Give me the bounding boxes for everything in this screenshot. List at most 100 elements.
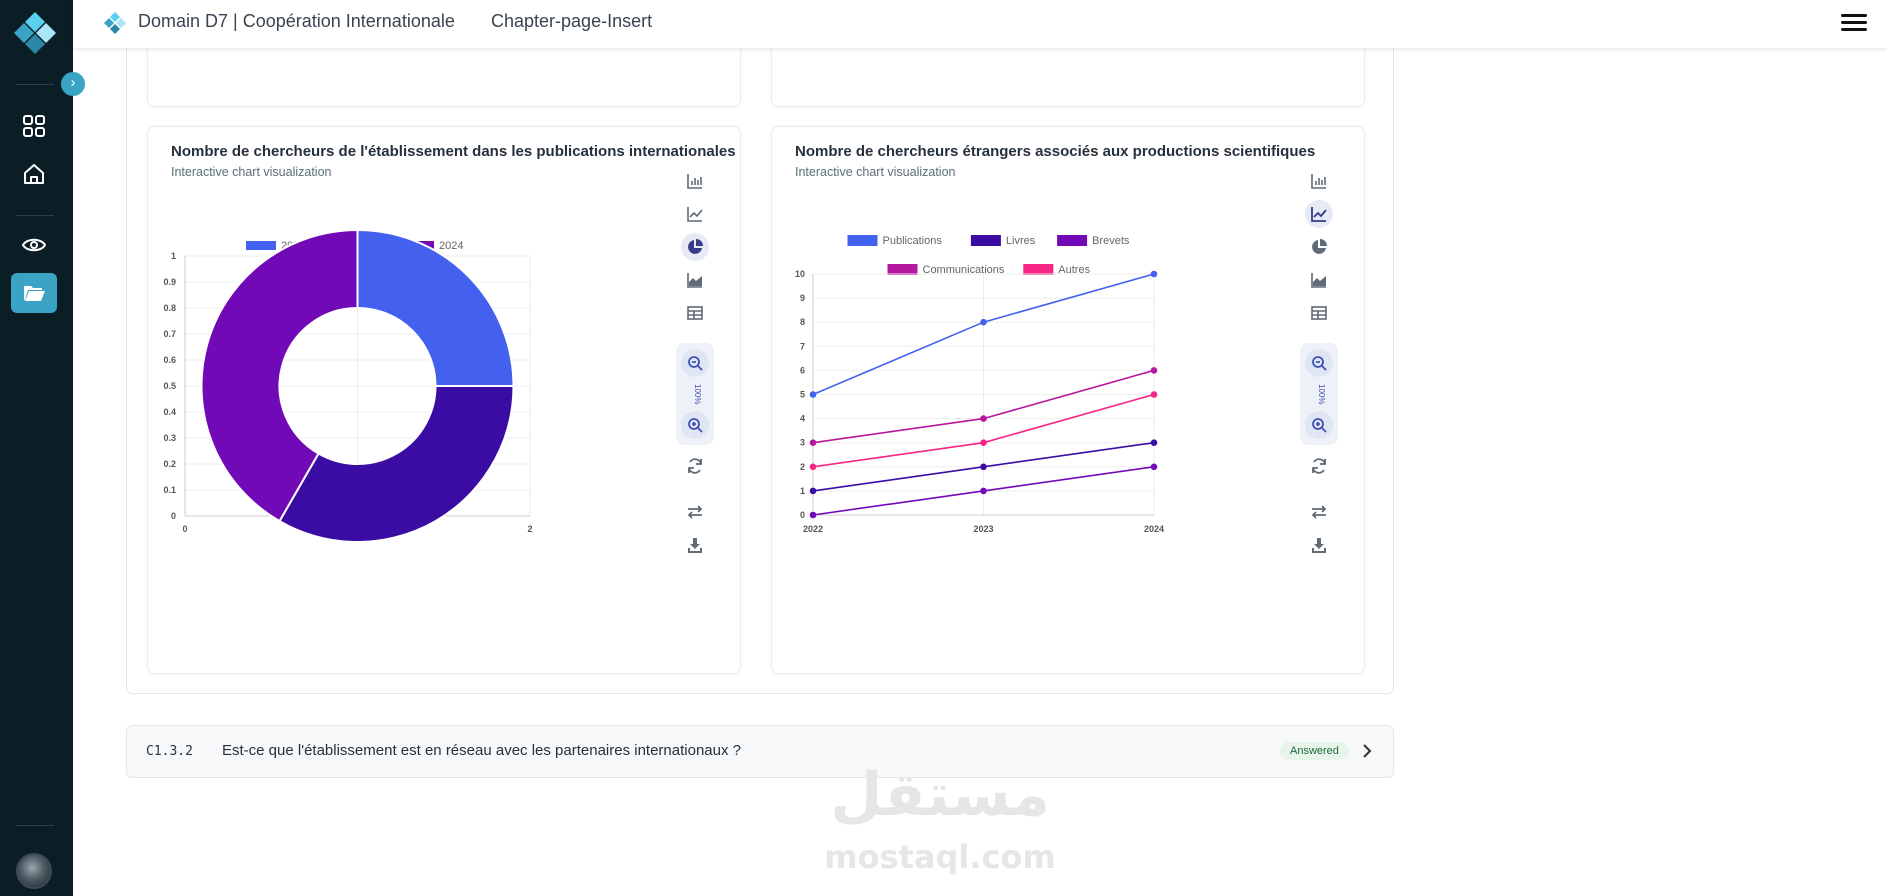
sidebar-item-home[interactable] xyxy=(11,154,57,194)
data-point xyxy=(809,439,817,446)
folder-open-icon xyxy=(24,286,45,301)
x-tick-label: 2024 xyxy=(1144,524,1164,534)
line-chart-button[interactable] xyxy=(681,200,709,228)
legend-swatch xyxy=(847,235,878,246)
watermark-arabic: مستقل xyxy=(830,760,1050,830)
user-avatar[interactable] xyxy=(16,853,52,889)
app-logo-icon[interactable] xyxy=(12,10,58,56)
swap-icon xyxy=(1311,505,1327,519)
chart-subtitle: Interactive chart visualization xyxy=(795,165,956,179)
x-tick-label: 2023 xyxy=(973,524,993,534)
chart-title: Nombre de chercheurs de l'établissement … xyxy=(171,143,736,160)
table-view-button[interactable] xyxy=(1305,299,1333,327)
y-tick-label: 8 xyxy=(800,317,805,327)
refresh-button[interactable] xyxy=(681,452,709,480)
line-chart-icon xyxy=(687,207,703,222)
chart-card-foreign-researchers: Nombre de chercheurs étrangers associés … xyxy=(771,126,1365,674)
line-chart[interactable]: Publications Livres Brevets Communications A… xyxy=(782,203,1282,563)
bar-chart-icon xyxy=(687,174,702,189)
refresh-button[interactable] xyxy=(1305,452,1333,480)
chapter-section: Nombre de chercheurs de l'établissement … xyxy=(126,10,1394,694)
y-tick-label: 0.5 xyxy=(163,381,176,391)
home-icon xyxy=(24,164,44,184)
legend-label: Brevets xyxy=(1092,235,1130,247)
pie-chart-button[interactable] xyxy=(1305,233,1333,261)
legend-label: 2024 xyxy=(439,240,463,252)
legend-label: Publications xyxy=(883,235,943,247)
chart-title: Nombre de chercheurs étrangers associés … xyxy=(795,143,1316,160)
question-text: Est-ce que l'établissement est en réseau… xyxy=(222,742,741,759)
y-tick-label: 9 xyxy=(800,293,805,303)
bar-chart-button[interactable] xyxy=(1305,167,1333,195)
chart-subtitle: Interactive chart visualization xyxy=(171,165,332,179)
sidebar-divider xyxy=(16,84,54,85)
legend-swatch xyxy=(887,264,918,275)
menu-icon[interactable] xyxy=(1841,10,1867,36)
page-title: Domain D7 | Coopération Internationale xyxy=(138,11,455,31)
line-chart-button[interactable] xyxy=(1305,200,1333,228)
chart-toolbar: 100% xyxy=(676,167,714,477)
y-tick-label: 0.3 xyxy=(163,433,176,443)
watermark-latin: mostaql.com xyxy=(824,838,1056,876)
table-icon xyxy=(687,306,703,320)
zoom-level: 100% xyxy=(693,384,702,405)
refresh-icon xyxy=(1312,458,1326,474)
watermark: مستقل mostaql.com xyxy=(820,760,1060,880)
area-chart-icon xyxy=(687,273,702,288)
chevron-right-icon[interactable] xyxy=(1360,742,1374,760)
download-icon xyxy=(1312,538,1326,553)
y-tick-label: 1 xyxy=(171,251,176,261)
swap-axes-button[interactable] xyxy=(1305,498,1333,526)
grid-icon xyxy=(23,115,45,137)
data-point xyxy=(809,463,817,471)
bar-chart-button[interactable] xyxy=(681,167,709,195)
data-point xyxy=(1150,439,1158,446)
swap-axes-button[interactable] xyxy=(681,498,709,526)
data-point xyxy=(980,487,987,495)
sidebar-toggle-button[interactable]: › xyxy=(61,72,85,96)
y-tick-label: 7 xyxy=(800,341,805,351)
legend-swatch xyxy=(246,241,276,250)
y-tick-label: 0.6 xyxy=(163,355,176,365)
y-tick-label: 1 xyxy=(800,486,805,496)
table-view-button[interactable] xyxy=(681,299,709,327)
legend-label: Communications xyxy=(923,264,1005,276)
breadcrumb-chapter[interactable]: Chapter-page-Insert xyxy=(491,11,653,31)
zoom-in-button[interactable] xyxy=(1305,411,1333,439)
legend-swatch xyxy=(1023,264,1054,275)
area-chart-button[interactable] xyxy=(1305,266,1333,294)
download-icon xyxy=(688,538,702,553)
zoom-in-button[interactable] xyxy=(681,411,709,439)
data-point xyxy=(980,463,987,471)
data-point xyxy=(809,511,817,519)
question-accordion-row[interactable]: C1.3.2 Est-ce que l'établissement est en… xyxy=(126,725,1394,778)
zoom-out-icon xyxy=(1312,356,1327,371)
legend-swatch xyxy=(1057,235,1088,246)
y-tick-label: 4 xyxy=(800,414,805,424)
chart-toolbar: 100% xyxy=(1300,167,1338,477)
sidebar-item-dashboard[interactable] xyxy=(11,106,57,146)
line-chart-icon xyxy=(1311,207,1327,222)
y-tick-label: 0.1 xyxy=(163,485,176,495)
pie-chart-icon xyxy=(1312,239,1327,254)
legend-label: Autres xyxy=(1058,264,1090,276)
question-code: C1.3.2 xyxy=(146,744,193,759)
x-tick-label: 2022 xyxy=(803,524,823,534)
eye-icon xyxy=(22,238,46,252)
zoom-out-button[interactable] xyxy=(1305,349,1333,377)
domain-logo-icon xyxy=(104,12,126,34)
area-chart-button[interactable] xyxy=(681,266,709,294)
download-button[interactable] xyxy=(681,531,709,559)
zoom-in-icon xyxy=(688,418,703,433)
pie-chart-button[interactable] xyxy=(681,233,709,261)
download-button[interactable] xyxy=(1305,531,1333,559)
doughnut-slice xyxy=(356,228,515,387)
sidebar: › xyxy=(0,0,85,896)
sidebar-item-view[interactable] xyxy=(11,225,57,265)
doughnut-chart[interactable]: 20222023202400.10.20.30.40.50.60.70.80.9… xyxy=(158,203,658,563)
y-tick-label: 0 xyxy=(800,510,805,520)
zoom-out-button[interactable] xyxy=(681,349,709,377)
topbar: Domain D7 | Coopération Internationale C… xyxy=(73,0,1887,48)
sidebar-item-folder[interactable] xyxy=(11,273,57,313)
data-point xyxy=(1150,367,1158,374)
